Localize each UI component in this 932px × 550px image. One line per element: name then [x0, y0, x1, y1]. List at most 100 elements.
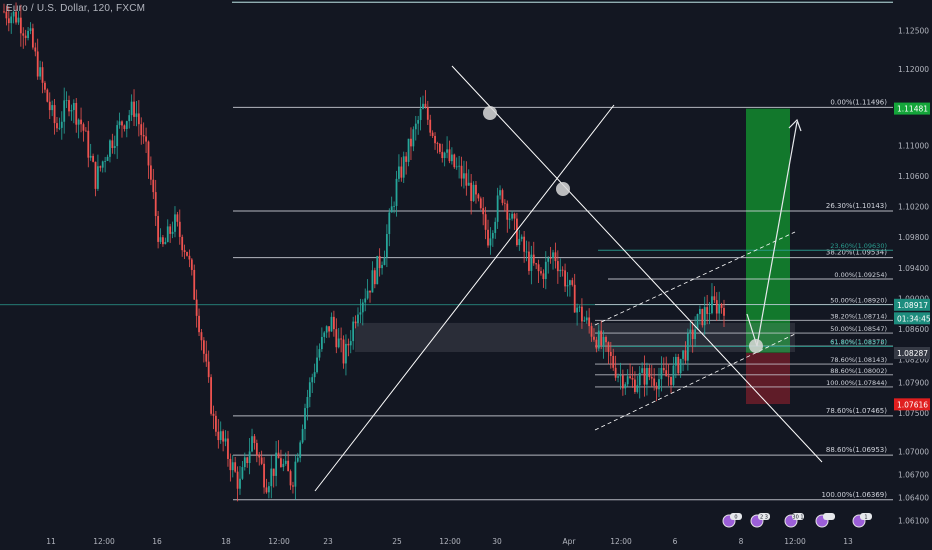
- candle-body: [535, 263, 538, 265]
- target-zone: [746, 108, 790, 353]
- candle-body: [311, 377, 314, 383]
- candle-body: [578, 306, 581, 308]
- candle-body: [330, 316, 333, 332]
- candle-body: [304, 408, 306, 430]
- candle-body: [178, 221, 181, 237]
- price-label-current: [894, 298, 930, 311]
- candle-body: [414, 123, 417, 130]
- candle-body: [621, 375, 624, 389]
- candle-body: [111, 140, 114, 148]
- candle-body: [282, 463, 285, 468]
- fib-label-small: 61.80%(1.08378): [830, 338, 887, 346]
- candle-body: [258, 454, 261, 458]
- candle-body: [301, 429, 304, 443]
- candle-body: [325, 326, 328, 333]
- candle-body: [602, 337, 605, 346]
- candle-body: [188, 255, 191, 260]
- candle-body: [684, 350, 687, 361]
- candle-body: [636, 385, 639, 392]
- candle-body: [212, 413, 215, 416]
- candle-body: [540, 271, 542, 274]
- x-tick-label: 30: [492, 537, 502, 546]
- price-label-text-countdown: 01:34:45: [897, 314, 931, 323]
- candle-body: [162, 237, 164, 245]
- candle-body: [12, 11, 15, 17]
- candle-body: [364, 298, 367, 303]
- x-tick-label: 16: [152, 537, 162, 546]
- candle-body: [145, 136, 147, 142]
- candle-body: [270, 468, 273, 487]
- candle-body: [506, 203, 509, 220]
- downtrend-line: [451, 65, 823, 463]
- candle-body: [513, 213, 516, 219]
- candle-body: [713, 296, 716, 301]
- candle-body: [648, 367, 651, 378]
- candle-body: [24, 35, 27, 39]
- symbol-title: Euro / U.S. Dollar, 120, FXCM: [6, 3, 146, 14]
- x-tick-label: 12:00: [610, 537, 632, 546]
- candle-body: [198, 315, 200, 333]
- candle-body: [385, 234, 388, 258]
- candle-body: [523, 236, 526, 252]
- candle-body: [549, 257, 552, 259]
- candle-body: [708, 313, 711, 314]
- fib-label-small: 50.00%(1.08920): [830, 297, 887, 305]
- candle-body: [243, 457, 246, 468]
- candle-body: [31, 28, 34, 48]
- candle-body: [34, 47, 37, 52]
- candle-body: [450, 154, 453, 162]
- candle-body: [366, 290, 369, 299]
- candle-body: [463, 173, 465, 179]
- candle-body: [3, 11, 5, 13]
- price-label-text-target: 1.11481: [897, 105, 928, 114]
- candle-body: [470, 182, 473, 202]
- candle-body: [60, 121, 63, 128]
- candle-body: [166, 226, 169, 242]
- candle-body: [58, 127, 61, 129]
- candle-body: [528, 251, 530, 271]
- candle-body: [703, 307, 706, 326]
- x-tick-label: 23: [323, 537, 333, 546]
- candle-body: [398, 166, 400, 179]
- candle-body: [547, 257, 550, 262]
- candle-body: [371, 270, 374, 293]
- event-count-bubble: [758, 513, 770, 520]
- candle-body: [176, 214, 179, 222]
- candle-body: [116, 125, 119, 147]
- candle-body: [677, 356, 680, 374]
- candle-body: [280, 458, 282, 468]
- candle-body: [612, 356, 615, 368]
- candle-body: [328, 326, 330, 332]
- candle-body: [607, 342, 610, 352]
- candle-body: [694, 329, 697, 340]
- candle-body: [80, 119, 82, 125]
- candle-body: [448, 149, 451, 162]
- x-tick-label: 25: [392, 537, 402, 546]
- candle-body: [118, 121, 121, 126]
- candle-body: [624, 384, 627, 389]
- candle-body: [147, 141, 150, 166]
- candle-body: [101, 161, 104, 168]
- candle-body: [494, 221, 497, 233]
- candle-body: [190, 259, 193, 270]
- fib-label-small: 100.00%(1.07844): [826, 379, 887, 387]
- candle-body: [123, 125, 126, 129]
- candle-body: [674, 356, 677, 366]
- candle-body: [275, 452, 278, 476]
- candle-body: [715, 300, 718, 314]
- candle-body: [393, 205, 396, 207]
- y-tick-label: 1.09800: [898, 233, 929, 242]
- candle-body: [68, 100, 70, 112]
- candle-body: [77, 119, 80, 125]
- candle-body: [169, 226, 172, 234]
- fib-label-small: 50.00%(1.08547): [830, 325, 887, 333]
- pivot-marker: [749, 339, 763, 353]
- candle-body: [130, 101, 133, 116]
- candle-body: [376, 256, 379, 285]
- demand-zone: [355, 322, 795, 352]
- candle-body: [207, 361, 210, 378]
- candle-body: [544, 261, 547, 280]
- candle-body: [422, 103, 424, 109]
- candle-body: [665, 370, 668, 377]
